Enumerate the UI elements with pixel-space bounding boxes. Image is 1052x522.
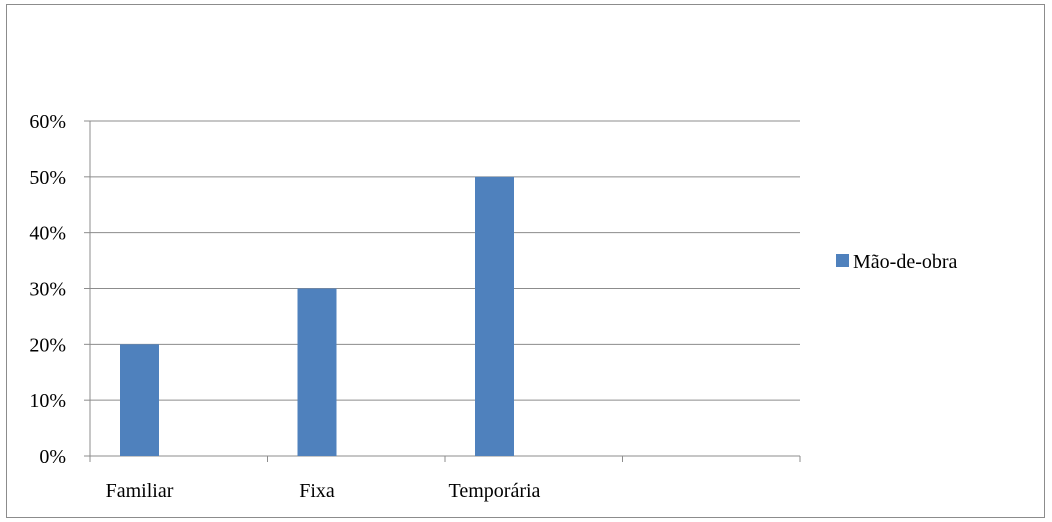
gridlines: [90, 120, 800, 401]
y-tick-label: 10%: [29, 390, 66, 412]
y-tick-label: 60%: [29, 111, 66, 133]
y-tick-label: 0%: [39, 446, 66, 468]
y-tick-labels: 0% 10% 20% 30% 40% 50% 60%: [29, 111, 66, 468]
chart-frame: [6, 4, 1045, 518]
y-tick-label: 20%: [29, 334, 66, 356]
bar: [120, 344, 159, 456]
x-tick-label: Temporária: [449, 480, 541, 502]
bar: [475, 176, 514, 457]
x-tick-labels: Familiar Fixa Temporária: [106, 480, 541, 502]
x-tick-label: Fixa: [299, 480, 335, 502]
legend: Mão-de-obra: [836, 251, 958, 273]
bar: [297, 288, 337, 456]
axes: [84, 120, 801, 462]
y-tick-label: 40%: [29, 223, 66, 245]
legend-label: Mão-de-obra: [853, 251, 958, 273]
legend-swatch: [836, 254, 849, 267]
bars: [120, 176, 514, 457]
y-tick-label: 50%: [29, 167, 66, 189]
x-tick-label: Familiar: [106, 480, 174, 502]
y-tick-label: 30%: [29, 279, 66, 301]
